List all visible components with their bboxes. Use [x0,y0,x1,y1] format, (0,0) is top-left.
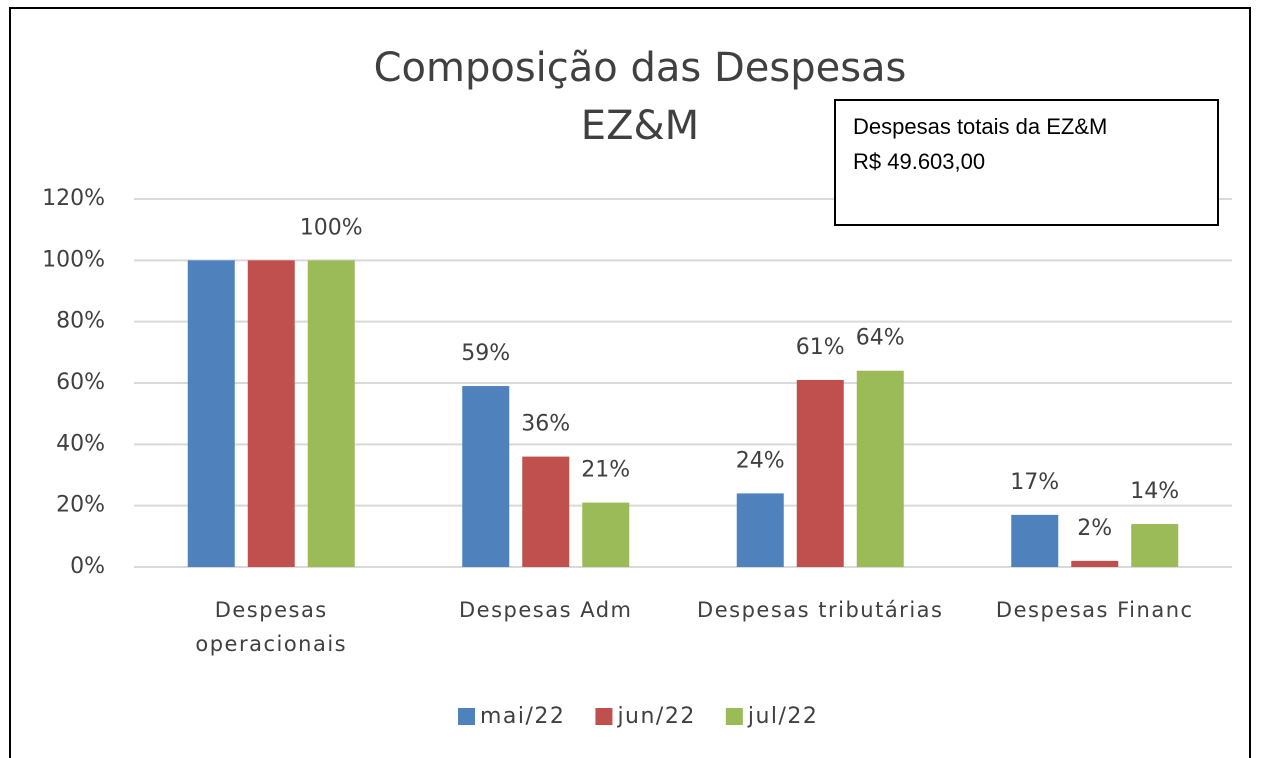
annotation: R$ 49.603,00 [853,149,985,174]
bar [307,260,355,567]
legend-swatch [725,708,743,725]
bar [1011,514,1059,567]
bar [187,260,235,567]
y-tick-label: 100% [42,247,105,272]
x-tick-label: Despesas Financ [995,598,1194,622]
chart-title: Composição das Despesas [374,45,907,91]
legend-label: jul/22 [747,704,819,729]
x-tick-label: Despesas operacionais [195,598,348,656]
legend-label: jun/22 [616,704,695,729]
data-label: 17% [1010,470,1059,495]
legend-swatch [595,708,613,725]
data-label: 21% [581,458,630,483]
data-label: 61% [796,335,845,360]
data-label: 24% [736,448,785,473]
frame [9,7,1251,758]
chart-subtitle: EZ&M [581,103,699,149]
y-tick-label: 20% [56,493,105,518]
bar [462,386,510,567]
data-label: 2% [1077,516,1112,541]
y-tick-label: 60% [56,370,105,395]
data-label: 64% [856,326,905,351]
x-tick-label: Despesas tributárias [697,598,944,622]
bar [736,493,784,567]
bar [1131,524,1179,567]
x-tick-label: Despesas Adm [459,598,633,622]
data-label: 59% [461,341,510,366]
bar [856,370,904,567]
legend-swatch [458,708,475,725]
bar [796,379,844,567]
bar [1071,560,1119,567]
data-label: 14% [1130,479,1179,504]
bar [522,456,570,567]
y-tick-label: 0% [70,554,105,579]
data-label: 100% [300,215,363,240]
bar [582,502,630,567]
bar [247,260,295,567]
y-tick-label: 40% [56,431,105,456]
data-label: 36% [521,412,570,437]
annotation-box [834,99,1219,226]
legend-label: mai/22 [480,704,565,729]
y-tick-label: 80% [56,309,105,334]
y-tick-label: 120% [42,186,105,211]
annotation: Despesas totais da EZ&M [853,114,1107,139]
